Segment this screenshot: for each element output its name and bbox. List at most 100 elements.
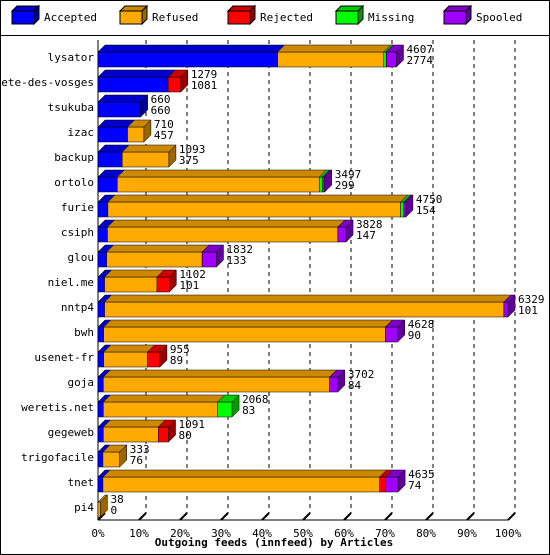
accepted-label: 101 [518, 304, 538, 317]
accepted-label: 299 [335, 179, 355, 192]
bar-side [397, 319, 405, 343]
total-label: 4750 [416, 193, 443, 206]
total-label: 1279 [191, 68, 218, 81]
bar-top [121, 144, 177, 153]
y-tick-label: ortolo [54, 176, 94, 189]
bar-segment [97, 101, 141, 118]
bar-top [103, 269, 165, 278]
bar-top [103, 344, 156, 353]
x-tick [138, 512, 147, 521]
bar-segment [217, 401, 233, 418]
bar-side [140, 94, 148, 118]
total-label: 1102 [179, 268, 206, 281]
bar-side [397, 469, 406, 493]
x-tick [97, 512, 106, 521]
x-tick-label: 90% [457, 527, 477, 540]
bar-segment [147, 351, 161, 368]
y-tick-label: usenet-fr [34, 351, 94, 364]
bar-segment [97, 451, 104, 468]
legend-swatch [335, 10, 359, 25]
accepted-label: 90 [408, 329, 421, 342]
bar-segment [156, 276, 170, 293]
bar-side [100, 494, 108, 518]
x-tick [261, 512, 270, 521]
accepted-label: 375 [179, 154, 199, 167]
bar-side [345, 219, 354, 243]
bar-segment [322, 176, 325, 193]
legend-label: Refused [152, 11, 198, 24]
x-tick [384, 512, 393, 521]
legend-swatch [11, 10, 35, 25]
bar-segment [107, 226, 339, 243]
x-tick [466, 512, 475, 521]
bar-segment [102, 476, 380, 493]
total-label: 1832 [226, 243, 253, 256]
total-label: 710 [154, 118, 174, 131]
legend-swatch-side [141, 4, 148, 26]
bar-segment [503, 301, 509, 318]
total-label: 3497 [335, 168, 362, 181]
bar-segment [277, 51, 385, 68]
bar-top [102, 394, 226, 403]
bar-top [106, 244, 210, 253]
bar-side [396, 44, 404, 68]
bar-segment [97, 251, 107, 268]
total-label: 6329 [518, 293, 545, 306]
accepted-label: 76 [130, 454, 143, 467]
accepted-label: 147 [356, 229, 376, 242]
x-tick-label: 80% [416, 527, 436, 540]
bar-side [507, 294, 516, 318]
legend-swatch-side [357, 4, 364, 26]
total-label: 2068 [242, 393, 269, 406]
bar-segment [97, 351, 104, 368]
bar-segment [337, 226, 347, 243]
bar-top [102, 419, 166, 428]
accepted-label: 80 [179, 429, 192, 442]
bar-segment [400, 201, 405, 218]
x-tick [343, 512, 352, 521]
total-label: 333 [130, 443, 150, 456]
bar-side [159, 344, 168, 368]
total-label: 4607 [406, 43, 433, 56]
x-tick-label: 20% [170, 527, 190, 540]
x-tick [425, 512, 434, 521]
bar-segment [97, 176, 118, 193]
legend-swatch [227, 10, 251, 25]
y-tick-label: weretis.net [21, 401, 94, 414]
bar-segment [106, 251, 203, 268]
bar-side [216, 244, 224, 268]
total-label: 660 [151, 93, 171, 106]
x-tick [179, 512, 188, 521]
bar-top [116, 169, 328, 178]
bar-side [169, 269, 177, 293]
bar-segment [97, 326, 104, 343]
bar-segment [104, 301, 505, 318]
bar-segment [97, 376, 104, 393]
bar-segment [385, 326, 398, 343]
bar-segment [97, 126, 128, 143]
bar-segment [104, 276, 158, 293]
bar-segment [117, 176, 320, 193]
y-tick-label: tsukuba [48, 101, 94, 114]
bar-segment [102, 451, 120, 468]
y-tick-label: izac [68, 126, 95, 139]
bar-segment [379, 476, 387, 493]
bar-top [276, 44, 392, 53]
bar-segment [329, 376, 339, 393]
accepted-label: 101 [179, 279, 199, 292]
bar-segment [97, 301, 105, 318]
total-label: 3702 [348, 368, 375, 381]
legend-swatch [119, 10, 143, 25]
y-tick-label: backup [54, 151, 94, 164]
y-tick-label: glou [68, 251, 95, 264]
total-label: 1091 [179, 418, 206, 431]
accepted-label: 74 [408, 479, 422, 492]
bar-segment [97, 476, 104, 493]
x-tick-label: 50% [293, 527, 313, 540]
accepted-label: 84 [348, 379, 362, 392]
x-tick-label: 10% [129, 527, 149, 540]
legend-label: Rejected [260, 11, 313, 24]
y-tick-label: pi4 [74, 501, 94, 514]
y-tick-label: trigofacile [21, 451, 94, 464]
